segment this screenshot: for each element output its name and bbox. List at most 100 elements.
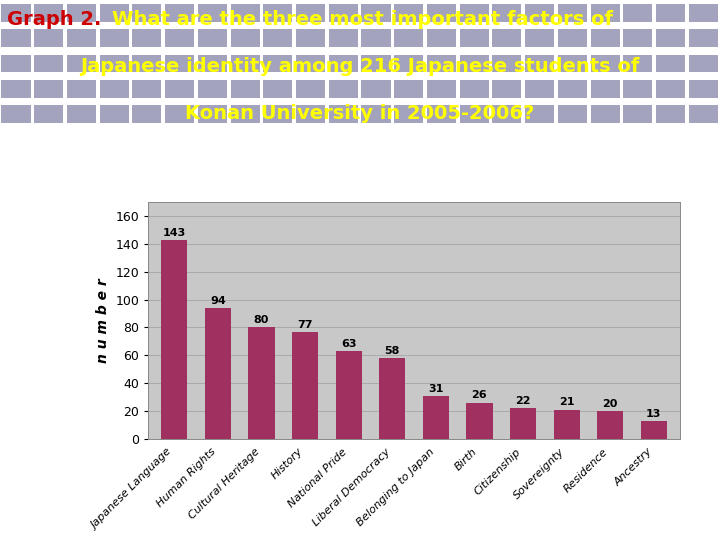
- Bar: [34, 55, 63, 72]
- Bar: [525, 55, 554, 72]
- Bar: [689, 4, 718, 22]
- Bar: [329, 29, 358, 47]
- Bar: [361, 80, 390, 98]
- Bar: [525, 29, 554, 47]
- Bar: [34, 105, 63, 123]
- Bar: [525, 105, 554, 123]
- Bar: [1, 4, 30, 22]
- Bar: [165, 55, 194, 72]
- Bar: [689, 29, 718, 47]
- Bar: [459, 29, 489, 47]
- Bar: [394, 105, 423, 123]
- Bar: [624, 80, 652, 98]
- Bar: [230, 29, 260, 47]
- Bar: [525, 80, 554, 98]
- Bar: [423, 396, 449, 438]
- Text: 31: 31: [428, 383, 444, 394]
- Bar: [132, 29, 161, 47]
- Bar: [624, 29, 652, 47]
- Bar: [427, 4, 456, 22]
- Bar: [248, 327, 274, 438]
- Bar: [492, 4, 521, 22]
- Bar: [361, 29, 390, 47]
- Text: 94: 94: [210, 296, 226, 306]
- Bar: [394, 29, 423, 47]
- Text: What are the three most important factors of: What are the three most important factor…: [112, 10, 613, 29]
- Text: 58: 58: [384, 346, 400, 356]
- Text: Graph 2.: Graph 2.: [7, 10, 102, 29]
- Bar: [525, 4, 554, 22]
- Text: 143: 143: [163, 228, 186, 238]
- Bar: [641, 421, 667, 438]
- Bar: [656, 80, 685, 98]
- Bar: [296, 55, 325, 72]
- Bar: [329, 105, 358, 123]
- Bar: [554, 409, 580, 438]
- Bar: [1, 29, 30, 47]
- Bar: [689, 105, 718, 123]
- Y-axis label: n u m b e r: n u m b e r: [96, 278, 109, 363]
- Bar: [99, 4, 129, 22]
- Bar: [264, 55, 292, 72]
- Bar: [590, 29, 620, 47]
- Bar: [67, 4, 96, 22]
- Bar: [624, 105, 652, 123]
- Bar: [361, 105, 390, 123]
- Bar: [689, 80, 718, 98]
- Bar: [590, 55, 620, 72]
- Bar: [264, 80, 292, 98]
- Bar: [459, 55, 489, 72]
- Bar: [459, 80, 489, 98]
- Bar: [34, 4, 63, 22]
- Bar: [264, 105, 292, 123]
- Bar: [336, 351, 361, 438]
- Bar: [427, 105, 456, 123]
- Bar: [361, 55, 390, 72]
- Bar: [132, 4, 161, 22]
- Bar: [161, 240, 187, 438]
- Bar: [656, 55, 685, 72]
- Bar: [230, 105, 260, 123]
- Bar: [67, 105, 96, 123]
- Bar: [165, 29, 194, 47]
- Bar: [361, 4, 390, 22]
- Bar: [99, 80, 129, 98]
- Bar: [459, 4, 489, 22]
- Text: 80: 80: [253, 315, 269, 326]
- Bar: [67, 80, 96, 98]
- Bar: [198, 80, 227, 98]
- Bar: [204, 308, 231, 438]
- Bar: [198, 4, 227, 22]
- Bar: [34, 80, 63, 98]
- Text: Konan University in 2005-2006?: Konan University in 2005-2006?: [185, 104, 535, 123]
- Text: 26: 26: [472, 390, 487, 401]
- Bar: [597, 411, 624, 438]
- Bar: [427, 80, 456, 98]
- Bar: [510, 408, 536, 438]
- Bar: [296, 80, 325, 98]
- Bar: [590, 80, 620, 98]
- Bar: [230, 55, 260, 72]
- Bar: [656, 105, 685, 123]
- Bar: [558, 105, 587, 123]
- Bar: [590, 4, 620, 22]
- Bar: [198, 105, 227, 123]
- Bar: [590, 105, 620, 123]
- Bar: [67, 55, 96, 72]
- Bar: [165, 80, 194, 98]
- Bar: [492, 29, 521, 47]
- Bar: [624, 55, 652, 72]
- Bar: [1, 105, 30, 123]
- Bar: [132, 105, 161, 123]
- Bar: [34, 29, 63, 47]
- Bar: [558, 80, 587, 98]
- Bar: [230, 4, 260, 22]
- Bar: [492, 105, 521, 123]
- Bar: [656, 29, 685, 47]
- Bar: [329, 4, 358, 22]
- Text: Japanese identity among 216 Japanese students of: Japanese identity among 216 Japanese stu…: [81, 57, 639, 76]
- Bar: [99, 55, 129, 72]
- Bar: [1, 80, 30, 98]
- Bar: [379, 358, 405, 438]
- Bar: [296, 29, 325, 47]
